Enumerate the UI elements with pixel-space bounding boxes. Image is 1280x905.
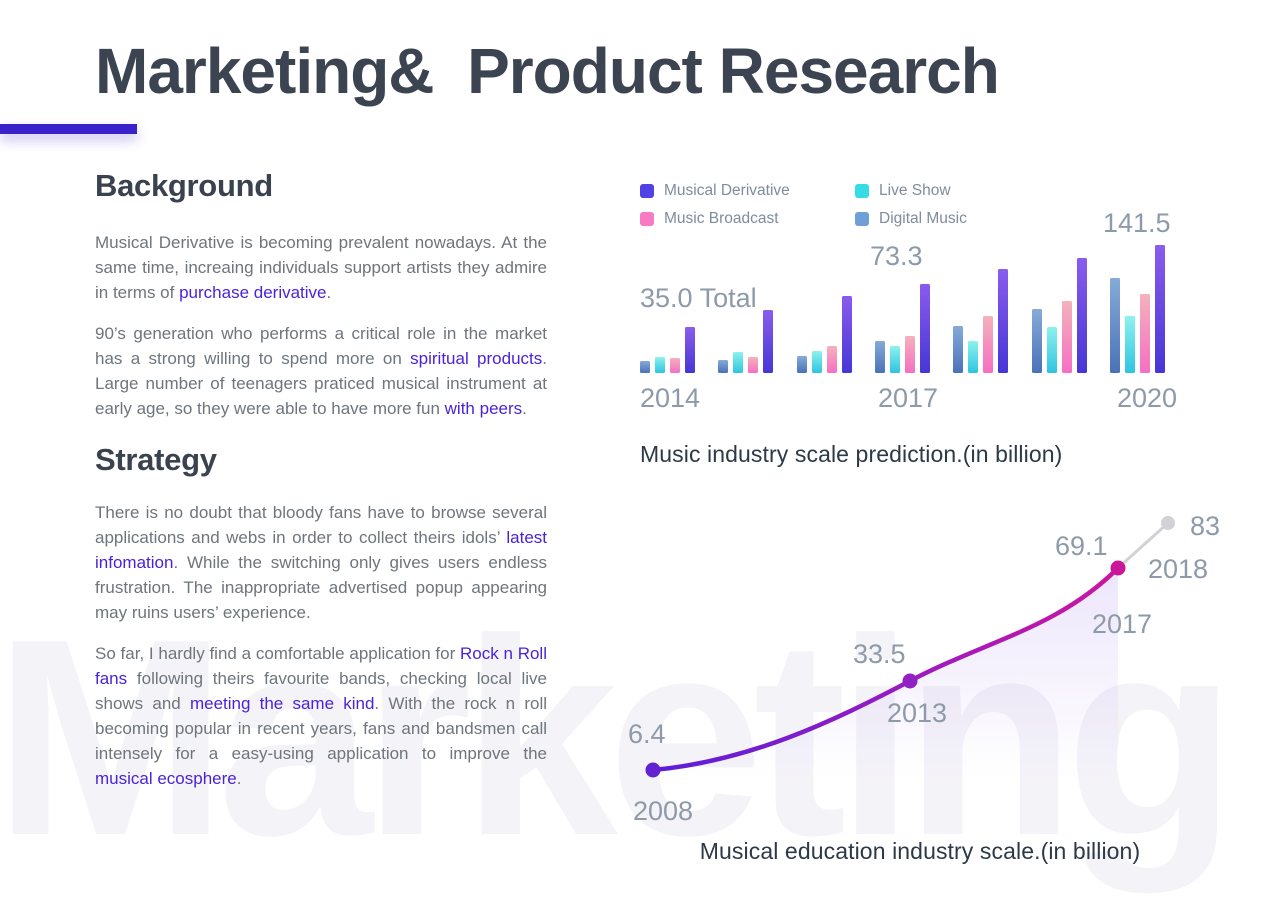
bar-2016-musical-derivative — [842, 296, 852, 373]
inline-link[interactable]: latest infomation — [95, 528, 547, 572]
strategy-paragraph-1: There is no doubt that bloody fans have … — [95, 500, 547, 625]
bar-2020-digital-music — [1110, 278, 1120, 373]
line-point-2008 — [645, 762, 661, 778]
line-year-label-2008: 2008 — [633, 796, 693, 826]
legend-label: Music Broadcast — [664, 210, 779, 227]
line-year-label-2013: 2013 — [887, 698, 947, 728]
text-segment: . — [522, 399, 527, 418]
bar-2016-music-broadcast — [827, 346, 837, 373]
bar-annotation-2017-total: 73.3 — [870, 241, 923, 271]
line-chart: 6.4 2008 33.5 2013 69.1 2017 83 2018 — [628, 511, 1220, 832]
page-title: Marketing& Product Research — [95, 35, 1000, 107]
bar-2020-musical-derivative — [1155, 245, 1165, 373]
text-segment: . Large number of teenagers praticed mus… — [95, 349, 547, 418]
legend-swatch — [640, 184, 654, 198]
bar-2017-music-broadcast — [905, 336, 915, 373]
bar-2014-music-broadcast — [670, 358, 680, 373]
text-segment: 90’s generation who performs a critical … — [95, 324, 547, 368]
line-chart-caption: Musical education industry scale.(in bil… — [699, 838, 1141, 864]
line-point-2013 — [902, 673, 918, 689]
bar-2017-live-show — [890, 346, 900, 373]
bar-2020-live-show — [1125, 316, 1135, 373]
text-column: Background Musical Derivative is becomin… — [95, 168, 547, 807]
text-segment: Musical Derivative is becoming prevalent… — [95, 233, 547, 302]
line-value-label-2017: 69.1 — [1055, 531, 1108, 561]
bar-axis-label-2020: 2020 — [1117, 383, 1178, 413]
line-projection-segment — [1116, 521, 1170, 570]
bar-2014-musical-derivative — [685, 327, 695, 373]
inline-link[interactable]: with peers — [444, 399, 523, 418]
line-value-label-2008: 6.4 — [628, 719, 666, 749]
bar-axis-label-2014: 2014 — [640, 383, 701, 413]
line-year-label-2017: 2017 — [1092, 609, 1152, 639]
bar-annotation-2020-total: 141.5 — [1103, 208, 1171, 238]
legend-label: Musical Derivative — [664, 182, 790, 199]
legend-item-music-broadcast: Music Broadcast — [640, 205, 855, 233]
bar-2014-digital-music — [640, 361, 650, 373]
bar-2019-musical-derivative — [1077, 258, 1087, 373]
bar-2018-digital-music — [953, 326, 963, 373]
inline-link[interactable]: purchase derivative — [179, 283, 327, 302]
line-year-label-2018: 2018 — [1148, 554, 1208, 584]
line-point-2017 — [1110, 560, 1126, 576]
bar-chart-legend: Musical Derivative Live Show Music Broadca… — [640, 177, 967, 233]
bar-2019-digital-music — [1032, 309, 1042, 373]
legend-item-live-show: Live Show — [855, 177, 967, 205]
legend-item-musical-derivative: Musical Derivative — [640, 177, 855, 205]
text-segment: following theirs favourite bands, checki… — [95, 669, 547, 713]
inline-link[interactable]: spiritual products — [410, 349, 543, 368]
bar-2018-musical-derivative — [998, 269, 1008, 373]
legend-swatch — [855, 212, 869, 226]
title-accent-bar — [0, 124, 137, 134]
bar-2019-live-show — [1047, 327, 1057, 373]
bar-2018-music-broadcast — [983, 316, 993, 373]
bar-2015-music-broadcast — [748, 357, 758, 373]
text-segment: . While the switching only gives users e… — [95, 553, 547, 622]
line-point-2018 — [1161, 516, 1175, 530]
bar-axis-label-2017: 2017 — [878, 383, 939, 413]
text-segment: . — [236, 769, 242, 788]
text-segment: So far, I hardly find a comfortable appl… — [95, 644, 461, 663]
legend-item-digital-music: Digital Music — [855, 205, 967, 233]
text-segment: . With the rock n roll becoming popular … — [95, 694, 548, 763]
line-value-label-2018: 83 — [1190, 511, 1220, 541]
text-segment: . — [326, 283, 332, 302]
bar-2015-musical-derivative — [763, 310, 773, 373]
strategy-paragraph-2: So far, I hardly find a comfortable appl… — [95, 641, 547, 791]
bar-2017-musical-derivative — [920, 284, 930, 373]
legend-label: Digital Music — [879, 210, 967, 227]
background-heading: Background — [95, 168, 273, 203]
bar-2016-digital-music — [797, 356, 807, 373]
bar-chart: 35.0 Total 73.3 141.5 — [640, 205, 1180, 373]
bar-2020-music-broadcast — [1140, 294, 1150, 373]
bar-2017-digital-music — [875, 341, 885, 373]
bar-2018-live-show — [968, 341, 978, 373]
bar-annotation-2014-total: 35.0 Total — [640, 283, 757, 313]
inline-link[interactable]: Rock n Roll fans — [95, 644, 547, 688]
inline-link[interactable]: musical ecosphere — [95, 769, 237, 788]
legend-swatch — [640, 212, 654, 226]
line-area-fill — [653, 568, 1118, 832]
legend-swatch — [855, 184, 869, 198]
strategy-heading: Strategy — [95, 442, 217, 477]
bar-2019-music-broadcast — [1062, 301, 1072, 373]
inline-link[interactable]: meeting the same kind — [189, 694, 375, 713]
legend-label: Live Show — [879, 182, 951, 199]
background-paragraph-1: Musical Derivative is becoming prevalent… — [95, 230, 547, 305]
bar-2015-live-show — [733, 352, 743, 373]
bar-2016-live-show — [812, 351, 822, 373]
bar-2015-digital-music — [718, 360, 728, 373]
text-segment: There is no doubt that bloody fans have … — [95, 503, 547, 547]
bar-chart-caption: Music industry scale prediction.(in bill… — [640, 441, 1063, 467]
background-paragraph-2: 90’s generation who performs a critical … — [95, 321, 547, 421]
bar-2014-live-show — [655, 357, 665, 373]
line-value-label-2013: 33.5 — [853, 639, 906, 669]
